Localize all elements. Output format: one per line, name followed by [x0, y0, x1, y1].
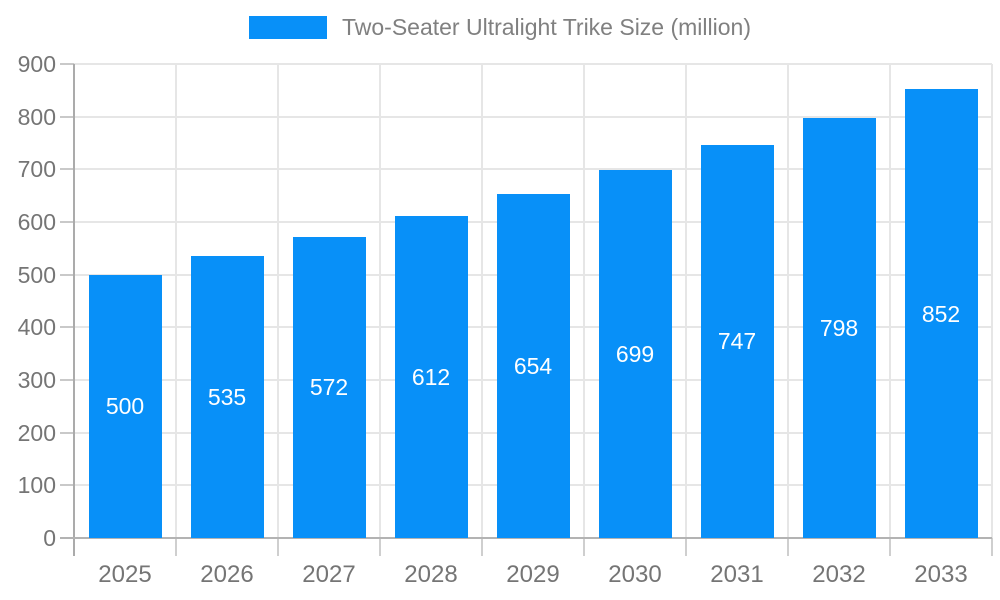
y-axis-label: 800	[17, 104, 56, 130]
bar-value-label: 535	[207, 384, 247, 411]
y-axis-label: 100	[17, 472, 56, 498]
x-axis-tick	[685, 538, 687, 556]
bar-value-label: 572	[309, 374, 349, 401]
gridline-vertical	[583, 64, 585, 538]
x-axis-tick	[583, 538, 585, 556]
gridline-horizontal	[74, 63, 992, 65]
y-axis-label: 900	[17, 51, 56, 77]
y-axis-label: 300	[17, 367, 56, 393]
y-axis-tick	[60, 221, 74, 223]
bar-2025[interactable]	[88, 274, 162, 538]
bar-value-label: 699	[615, 340, 655, 367]
y-axis-tick	[60, 63, 74, 65]
x-axis-label: 2031	[710, 561, 764, 588]
x-axis-label: 2029	[506, 561, 560, 588]
x-axis-tick	[175, 538, 177, 556]
bar-2033[interactable]	[904, 89, 978, 538]
x-axis-label: 2028	[404, 561, 458, 588]
bar-value-label: 747	[717, 328, 757, 355]
y-axis-tick	[60, 274, 74, 276]
x-axis-tick	[277, 538, 279, 556]
gridline-vertical	[481, 64, 483, 538]
bar-2028[interactable]	[394, 215, 468, 538]
y-axis-label: 700	[17, 156, 56, 182]
gridline-vertical	[889, 64, 891, 538]
x-axis-tick	[481, 538, 483, 556]
y-axis-tick	[60, 484, 74, 486]
x-axis-tick	[379, 538, 381, 556]
x-axis-label: 2033	[914, 561, 968, 588]
y-axis-label: 200	[17, 420, 56, 446]
gridline-vertical	[277, 64, 279, 538]
bar-2030[interactable]	[598, 169, 672, 538]
gridline-vertical	[685, 64, 687, 538]
gridline-vertical	[787, 64, 789, 538]
x-axis-line	[60, 537, 992, 539]
bar-value-label: 852	[921, 300, 961, 327]
bar-2029[interactable]	[496, 193, 570, 538]
x-axis-label: 2027	[302, 561, 356, 588]
y-axis-label: 0	[43, 525, 56, 551]
gridline-vertical	[175, 64, 177, 538]
x-axis-label: 2030	[608, 561, 662, 588]
y-axis-tick	[60, 432, 74, 434]
y-axis-line	[73, 64, 75, 556]
x-axis-label: 2032	[812, 561, 866, 588]
x-axis-label: 2025	[98, 561, 152, 588]
y-axis-tick	[60, 379, 74, 381]
gridline-vertical	[379, 64, 381, 538]
x-axis-label: 2026	[200, 561, 254, 588]
bar-value-label: 798	[819, 314, 859, 341]
bar-value-label: 654	[513, 352, 553, 379]
x-axis-tick	[787, 538, 789, 556]
y-axis-label: 400	[17, 314, 56, 340]
x-axis-tick	[889, 538, 891, 556]
bar-2027[interactable]	[292, 236, 366, 538]
bar-2031[interactable]	[700, 144, 774, 538]
legend[interactable]: Two-Seater Ultralight Trike Size (millio…	[0, 14, 1000, 41]
bar-value-label: 612	[411, 363, 451, 390]
gridline-vertical	[991, 64, 993, 538]
y-axis-tick	[60, 326, 74, 328]
gridline-horizontal	[74, 168, 992, 170]
y-axis-label: 600	[17, 209, 56, 235]
bar-2026[interactable]	[190, 256, 264, 538]
bar-2032[interactable]	[802, 117, 876, 538]
legend-label: Two-Seater Ultralight Trike Size (millio…	[341, 14, 751, 40]
y-axis-label: 500	[17, 262, 56, 288]
bar-value-label: 500	[105, 393, 145, 420]
y-axis-tick	[60, 168, 74, 170]
legend-swatch	[248, 16, 327, 39]
gridline-horizontal	[74, 116, 992, 118]
y-axis-tick	[60, 116, 74, 118]
x-axis-tick	[991, 538, 993, 556]
